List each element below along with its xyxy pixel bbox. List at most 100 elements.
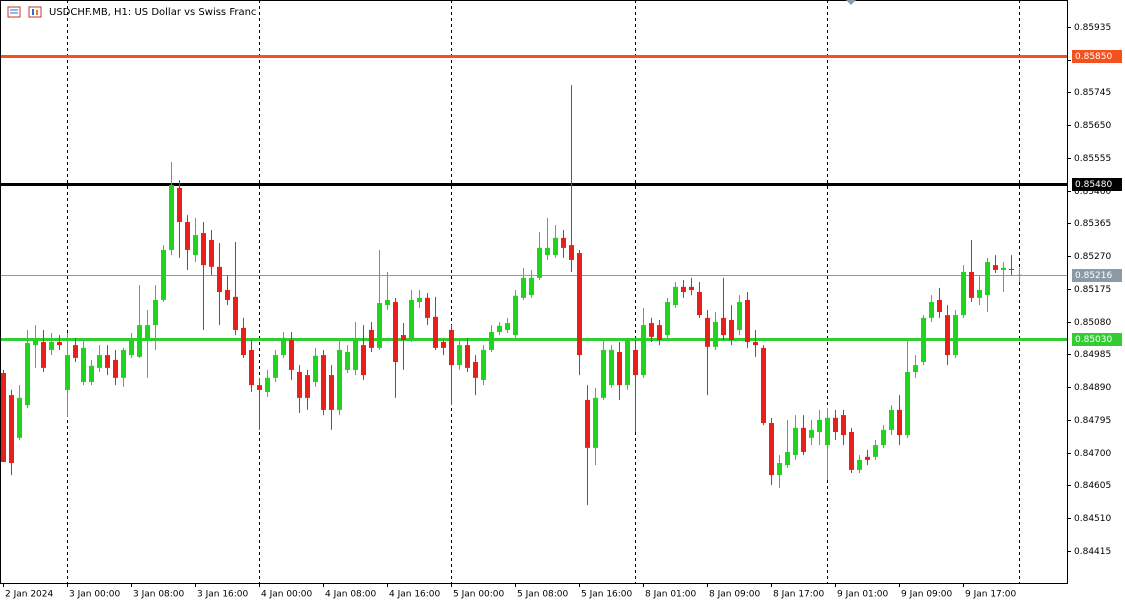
candle-body <box>209 239 214 267</box>
candle-body <box>785 451 790 466</box>
candle-body <box>17 397 22 438</box>
candle-body <box>673 286 678 306</box>
chart-icon[interactable] <box>7 6 21 18</box>
candle-body <box>649 323 654 337</box>
candle-body <box>849 431 854 470</box>
candle-body <box>681 286 686 293</box>
y-tick-label: 0.84415 <box>1074 547 1111 557</box>
chart-icon[interactable] <box>28 6 42 18</box>
candle-body <box>193 235 198 256</box>
candle-body <box>81 347 86 383</box>
candle-body <box>337 349 342 410</box>
price-level-label: 0.85030 <box>1075 335 1112 345</box>
candle-body <box>177 187 182 223</box>
candle-body <box>777 463 782 476</box>
candle-body <box>881 429 886 446</box>
x-tick-label: 4 Jan 00:00 <box>261 590 313 600</box>
candle-body <box>497 325 502 333</box>
candle-body <box>1 373 6 462</box>
candle-body <box>489 332 494 350</box>
candle-body <box>689 286 694 290</box>
candle-body <box>433 316 438 348</box>
candle-body <box>833 417 838 432</box>
shift-marker[interactable] <box>846 0 856 5</box>
y-tick-label: 0.85745 <box>1074 88 1111 98</box>
candle-body <box>169 185 174 250</box>
candle-body <box>905 372 910 436</box>
candle-body <box>721 317 726 336</box>
candle-body <box>217 266 222 293</box>
price-level-box <box>1072 178 1122 191</box>
candle-body <box>1017 274 1022 276</box>
candle-body <box>529 277 534 296</box>
y-tick-label: 0.85555 <box>1074 154 1111 164</box>
candle-body <box>521 277 526 298</box>
candle-body <box>977 289 982 298</box>
candle-body <box>929 302 934 318</box>
price-level-label: 0.85216 <box>1075 271 1112 281</box>
candle-body <box>321 355 326 410</box>
candle-body <box>65 355 70 390</box>
y-tick-label: 0.85460 <box>1074 187 1111 197</box>
plot-frame <box>0 0 1068 584</box>
candle-body <box>553 237 558 256</box>
candle-body <box>889 409 894 430</box>
price-level-label: 0.85850 <box>1075 52 1112 62</box>
y-tick-label: 0.84795 <box>1074 416 1111 426</box>
y-tick-label: 0.85365 <box>1074 219 1111 229</box>
y-tick-label: 0.84890 <box>1074 383 1111 393</box>
candle-body <box>537 247 542 278</box>
candle-body <box>265 377 270 392</box>
candle-body <box>233 296 238 330</box>
candle-body <box>401 335 406 340</box>
candle-body <box>225 289 230 300</box>
x-tick-label: 2 Jan 2024 <box>5 590 53 600</box>
candle-body <box>1009 268 1014 270</box>
candle-body <box>305 375 310 398</box>
candle-body <box>289 339 294 370</box>
candle-body <box>473 362 478 378</box>
candle-body <box>625 339 630 386</box>
candle-body <box>113 359 118 378</box>
candle-body <box>393 302 398 363</box>
y-tick-label: 0.84700 <box>1074 449 1111 459</box>
candle-body <box>297 372 302 398</box>
candle-body <box>697 292 702 316</box>
candle-body <box>481 349 486 380</box>
candle-body <box>633 349 638 376</box>
candle-body <box>249 349 254 386</box>
candle-body <box>97 355 102 368</box>
candle-body <box>9 395 14 464</box>
icon-bar <box>36 10 38 15</box>
candle-body <box>561 237 566 248</box>
candle-body <box>121 349 126 378</box>
candle-body <box>41 342 46 368</box>
candle-body <box>201 233 206 266</box>
x-tick-label: 5 Jan 08:00 <box>517 590 569 600</box>
x-tick-label: 8 Jan 09:00 <box>709 590 761 600</box>
candle-body <box>385 299 390 306</box>
x-tick-label: 3 Jan 16:00 <box>197 590 249 600</box>
y-tick-label: 0.84985 <box>1074 350 1111 360</box>
x-tick-label: 9 Jan 09:00 <box>901 590 953 600</box>
candle-body <box>993 265 998 270</box>
candle-body <box>921 317 926 363</box>
candle-body <box>873 445 878 457</box>
y-tick-label: 0.85935 <box>1074 23 1111 33</box>
candle-body <box>985 262 990 296</box>
candle-body <box>577 253 582 356</box>
candle-body <box>457 345 462 366</box>
candle-body <box>769 423 774 476</box>
candle-body <box>345 352 350 370</box>
candle-body <box>449 329 454 366</box>
chart-title: USDCHF.MB, H1: US Dollar vs Swiss Franc <box>49 7 256 18</box>
candle-body <box>73 345 78 358</box>
candle-body <box>505 323 510 330</box>
candle-body <box>425 297 430 318</box>
candle-body <box>257 385 262 390</box>
y-tick-label: 0.84510 <box>1074 514 1111 524</box>
x-tick-label: 4 Jan 16:00 <box>389 590 441 600</box>
toolbar-icons[interactable] <box>7 6 42 18</box>
candle-body <box>745 299 750 343</box>
